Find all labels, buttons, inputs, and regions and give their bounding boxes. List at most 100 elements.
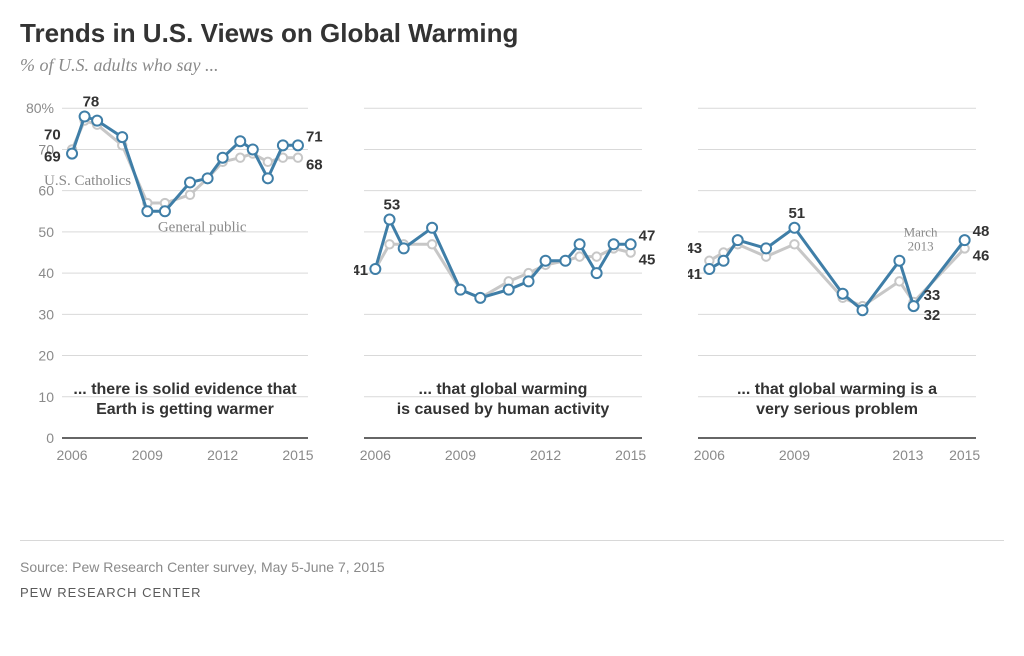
annotation: 32 (924, 307, 941, 324)
annotation: March (904, 224, 938, 239)
annotation: 47 (639, 227, 656, 244)
marker-catholics (248, 144, 258, 154)
marker-catholics (560, 256, 570, 266)
marker-public (895, 277, 903, 285)
marker-catholics (399, 243, 409, 253)
panel-caption: ... there is solid evidence that (73, 381, 297, 398)
marker-catholics (609, 239, 619, 249)
marker-public (186, 191, 194, 199)
annotation: 41 (688, 266, 702, 283)
svg-text:2009: 2009 (445, 447, 476, 463)
marker-public (264, 158, 272, 166)
marker-catholics (909, 301, 919, 311)
marker-catholics (142, 206, 152, 216)
annotation: U.S. Catholics (44, 173, 131, 189)
source-line: Source: Pew Research Center survey, May … (20, 559, 1004, 575)
annotation: 71 (306, 128, 323, 145)
svg-text:40: 40 (38, 265, 54, 281)
marker-catholics (185, 177, 195, 187)
marker-catholics (960, 235, 970, 245)
svg-text:2009: 2009 (132, 447, 163, 463)
svg-text:2006: 2006 (56, 447, 87, 463)
marker-catholics (67, 149, 77, 159)
panels-container: 01020304050607080%2006200920122015787069… (20, 86, 1004, 526)
svg-text:2012: 2012 (530, 447, 561, 463)
marker-public (428, 240, 436, 248)
marker-catholics (117, 132, 127, 142)
marker-catholics (626, 239, 636, 249)
marker-catholics (541, 256, 551, 266)
marker-catholics (370, 264, 380, 274)
panel-caption: Earth is getting warmer (96, 401, 274, 418)
marker-catholics (704, 264, 714, 274)
marker-catholics (719, 256, 729, 266)
svg-text:2015: 2015 (615, 447, 646, 463)
annotation: 48 (973, 223, 990, 240)
marker-public (236, 154, 244, 162)
svg-text:2006: 2006 (360, 447, 391, 463)
marker-catholics (218, 153, 228, 163)
chart-panel: 2006200920132015434151March201333324846.… (688, 86, 1004, 526)
panel-0: 01020304050607080%2006200920122015787069… (20, 86, 336, 526)
panel-2: 2006200920132015434151March201333324846.… (688, 86, 1004, 526)
marker-public (294, 154, 302, 162)
annotation: 78 (83, 93, 100, 110)
marker-catholics (92, 116, 102, 126)
marker-catholics (203, 173, 213, 183)
marker-catholics (475, 293, 485, 303)
svg-text:80%: 80% (26, 100, 54, 116)
svg-text:2006: 2006 (694, 447, 725, 463)
annotation: General public (158, 220, 247, 236)
marker-catholics (592, 268, 602, 278)
marker-catholics (504, 285, 514, 295)
marker-catholics (80, 111, 90, 121)
marker-public (385, 240, 393, 248)
annotation: 53 (384, 197, 401, 214)
marker-catholics (789, 223, 799, 233)
panel-1: 2006 2009 2012 2015 53 41 47 45 ... that global … (354, 86, 670, 526)
svg-text:2015: 2015 (282, 447, 313, 463)
annotation: 46 (973, 247, 990, 264)
svg-text:50: 50 (38, 224, 54, 240)
annotation: 2013 (908, 238, 934, 253)
svg-text:30: 30 (38, 306, 54, 322)
svg-text:20: 20 (38, 348, 54, 364)
annotation: 45 (639, 252, 656, 269)
svg-text:0: 0 (46, 430, 54, 446)
chart-panel: 01020304050607080%2006200920122015787069… (20, 86, 336, 526)
svg-text:2012: 2012 (207, 447, 238, 463)
marker-catholics (427, 223, 437, 233)
marker-catholics (761, 243, 771, 253)
chart-title: Trends in U.S. Views on Global Warming (20, 18, 1004, 49)
marker-catholics (385, 215, 395, 225)
divider (20, 540, 1004, 541)
marker-catholics (293, 140, 303, 150)
annotation: 69 (44, 149, 61, 166)
annotation: 51 (788, 205, 805, 222)
marker-catholics (575, 239, 585, 249)
svg-text:2015: 2015 (949, 447, 980, 463)
marker-catholics (894, 256, 904, 266)
annotation: 70 (44, 126, 61, 143)
annotation: 41 (354, 262, 368, 279)
panel-caption: is caused by human activity (397, 401, 610, 418)
annotation: 68 (306, 157, 323, 174)
marker-public (592, 252, 600, 260)
panel-caption: ... that global warming is a (737, 381, 937, 398)
marker-catholics (733, 235, 743, 245)
svg-text:2013: 2013 (892, 447, 923, 463)
marker-public (575, 252, 583, 260)
marker-catholics (455, 285, 465, 295)
panel-caption: ... that global warming (419, 381, 588, 398)
marker-catholics (524, 276, 534, 286)
brand-line: PEW RESEARCH CENTER (20, 585, 1004, 600)
svg-text:10: 10 (38, 389, 54, 405)
panel-caption: very serious problem (756, 401, 918, 418)
svg-text:2009: 2009 (779, 447, 810, 463)
marker-catholics (278, 140, 288, 150)
marker-public (790, 240, 798, 248)
marker-catholics (838, 289, 848, 299)
chart-panel: 2006 2009 2012 2015 53 41 47 45 ... that global … (354, 86, 670, 526)
annotation: 33 (924, 287, 941, 304)
marker-catholics (235, 136, 245, 146)
